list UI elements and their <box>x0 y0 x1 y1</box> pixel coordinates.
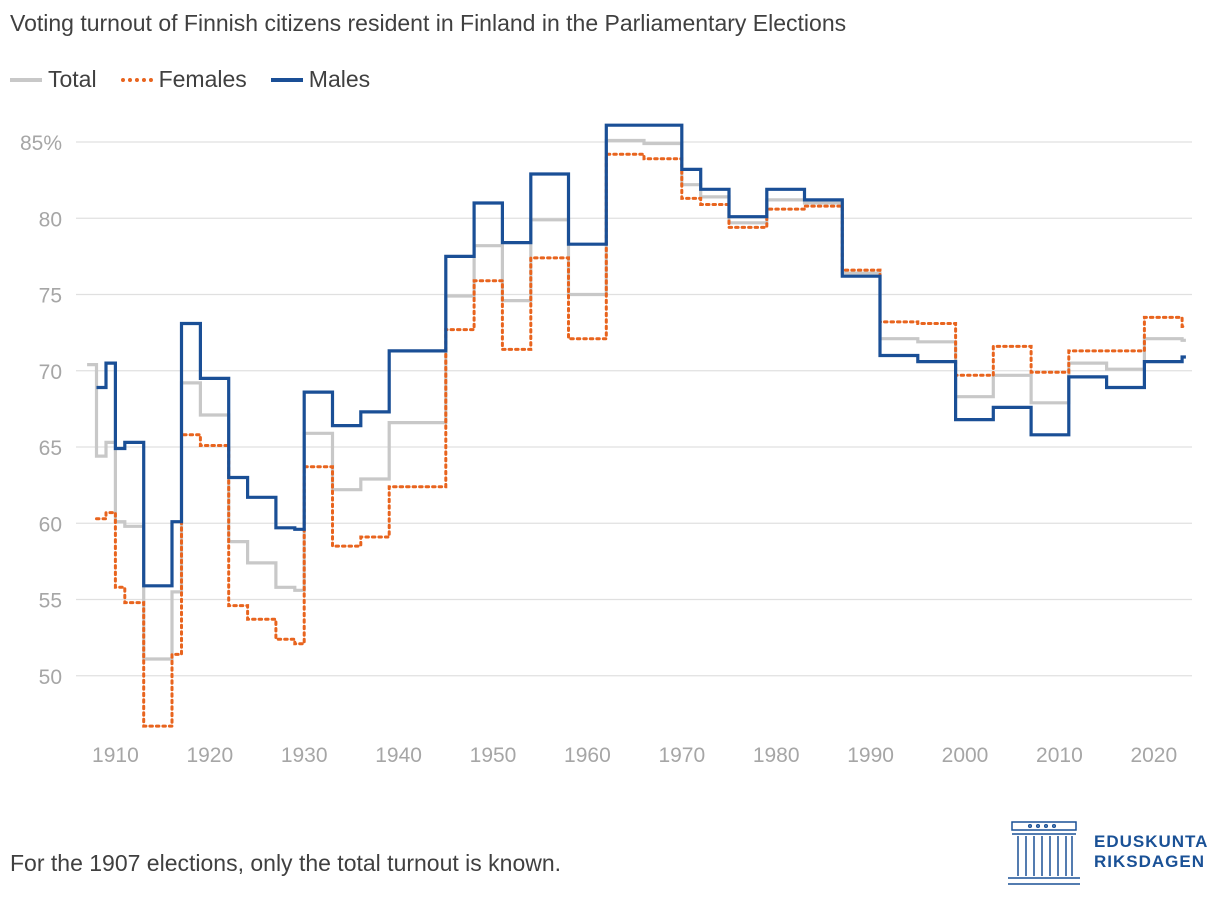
series-line-total <box>87 138 1186 661</box>
eduskunta-logo: EDUSKUNTA RIKSDAGEN <box>1006 818 1211 888</box>
legend-item-total: Total <box>10 66 97 93</box>
legend-swatch-females <box>120 77 153 82</box>
x-tick-label: 2020 <box>1130 744 1177 767</box>
legend-label-total: Total <box>48 66 97 92</box>
x-tick-label: 1940 <box>375 744 422 767</box>
x-tick-label: 2010 <box>1036 744 1083 767</box>
y-tick-label: 60 <box>39 513 62 536</box>
y-tick-label: 55 <box>39 590 62 613</box>
legend-swatch-males <box>270 77 303 82</box>
x-tick-label: 1960 <box>564 744 611 767</box>
chart-legend: Total Females Males <box>10 66 394 93</box>
logo-line-1: EDUSKUNTA <box>1094 832 1209 851</box>
series-line-females <box>95 152 1188 728</box>
x-tick-label: 1930 <box>281 744 328 767</box>
y-tick-label: 85% <box>20 132 62 155</box>
legend-label-females: Females <box>158 66 247 92</box>
y-tick-label: 50 <box>39 666 62 689</box>
chart-title: Voting turnout of Finnish citizens resid… <box>10 10 847 36</box>
series-line-males <box>96 123 1186 588</box>
x-tick-label: 1980 <box>753 744 800 767</box>
logo-line-2: RIKSDAGEN <box>1094 852 1206 871</box>
legend-item-males: Males <box>270 66 371 93</box>
legend-item-females: Females <box>120 66 247 93</box>
x-tick-label: 2000 <box>942 744 989 767</box>
y-tick-label: 80 <box>39 208 62 231</box>
y-tick-label: 70 <box>39 361 62 384</box>
x-tick-label: 1920 <box>186 744 233 767</box>
y-tick-label: 65 <box>39 437 62 460</box>
parliament-building-icon <box>1008 821 1080 885</box>
legend-swatch-total <box>10 77 42 82</box>
footnote: For the 1907 elections, only the total t… <box>10 850 562 876</box>
x-tick-label: 1990 <box>847 744 894 767</box>
x-tick-label: 1910 <box>92 744 139 767</box>
logo-text: EDUSKUNTA RIKSDAGEN <box>1094 832 1208 872</box>
x-tick-label: 1970 <box>658 744 705 767</box>
legend-label-males: Males <box>308 66 371 92</box>
x-tick-label: 1950 <box>470 744 517 767</box>
y-tick-label: 75 <box>39 285 62 308</box>
